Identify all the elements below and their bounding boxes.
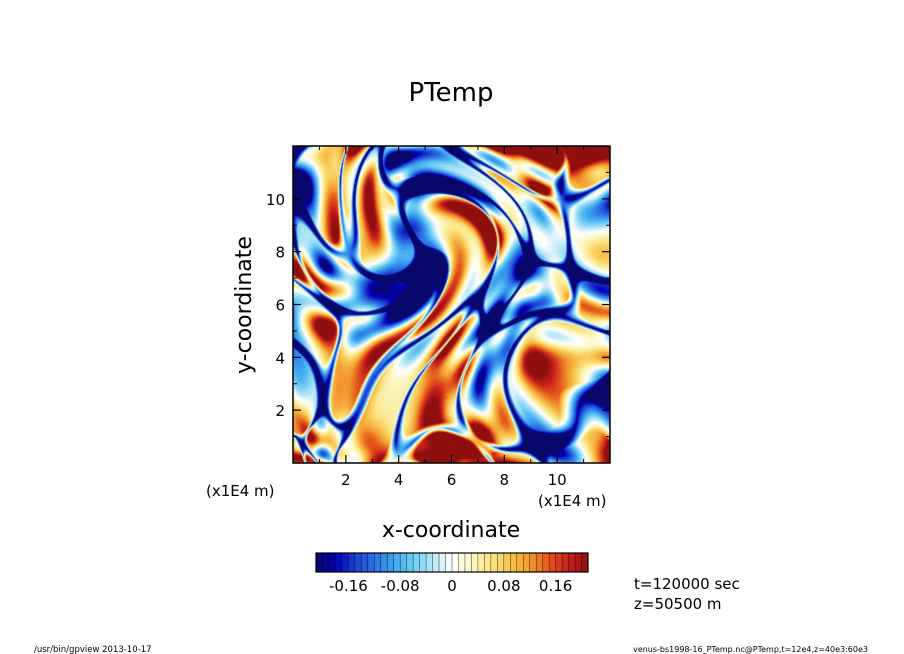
colorbar-tick-label: 0 bbox=[447, 577, 457, 595]
colorbar-cell bbox=[426, 553, 433, 572]
colorbar-cell bbox=[413, 553, 421, 572]
colorbar-tick-label: 0.08 bbox=[487, 577, 520, 595]
x-tick-label: 2 bbox=[341, 471, 351, 489]
colorbar-cell bbox=[464, 553, 472, 572]
x-tick-label: 6 bbox=[447, 471, 457, 489]
colorbar-cell bbox=[406, 553, 414, 572]
colorbar-cell bbox=[341, 553, 349, 572]
x-tick-label: 10 bbox=[548, 471, 567, 489]
colorbar-cell bbox=[471, 553, 479, 572]
x-axis-ticks: 2 4 6 8 10 bbox=[318, 146, 585, 489]
heatmap-field bbox=[293, 146, 610, 463]
heatmap-image bbox=[293, 146, 610, 463]
footer-left: /usr/bin/gpview 2013-10-17 bbox=[34, 645, 152, 654]
colorbar-cell bbox=[316, 553, 323, 572]
colorbar-cell bbox=[568, 553, 576, 572]
colorbar-cell bbox=[374, 553, 382, 572]
x-tick-label: 4 bbox=[394, 471, 404, 489]
colorbar-cell bbox=[367, 553, 375, 572]
colorbar-cell bbox=[380, 553, 388, 572]
colorbar-cell bbox=[503, 553, 511, 572]
colorbar-cell bbox=[575, 553, 582, 572]
colorbar-cell bbox=[439, 553, 446, 572]
colorbar-cell bbox=[445, 553, 453, 572]
colorbar-cell bbox=[458, 553, 466, 572]
colorbar-cell bbox=[510, 553, 518, 572]
colorbar-cell bbox=[328, 553, 336, 572]
colorbar-cell bbox=[354, 553, 362, 572]
y-tick-label: 10 bbox=[266, 191, 285, 209]
colorbar-tick-label: -0.16 bbox=[329, 577, 368, 595]
colorbar-tick-label: 0.16 bbox=[539, 577, 572, 595]
colorbar-cell bbox=[484, 553, 492, 572]
colorbar-frame bbox=[315, 552, 589, 573]
colorbar-cell bbox=[400, 553, 408, 572]
colorbar-cell bbox=[562, 553, 569, 572]
y-tick-label: 6 bbox=[275, 297, 285, 315]
colorbar-tick-label: -0.08 bbox=[381, 577, 420, 595]
colorbar-cell bbox=[581, 553, 589, 572]
time-annotation: t=120000 sec bbox=[634, 575, 740, 593]
colorbar-cell bbox=[361, 553, 369, 572]
colorbar bbox=[315, 552, 589, 573]
x-axis-unit-right: (x1E4 m) bbox=[538, 492, 607, 510]
colorbar-cell bbox=[335, 553, 343, 572]
colorbar-cell bbox=[549, 553, 557, 572]
colorbar-cell bbox=[490, 553, 498, 572]
colorbar-cell bbox=[322, 553, 330, 572]
colorbar-cell bbox=[555, 553, 563, 572]
chart-title: PTemp bbox=[409, 78, 494, 108]
x-axis-unit-left: (x1E4 m) bbox=[206, 482, 275, 500]
y-axis-label: y-coordinate bbox=[232, 236, 257, 374]
colorbar-cell bbox=[477, 553, 485, 572]
height-annotation: z=50500 m bbox=[634, 595, 722, 613]
y-tick-label: 4 bbox=[275, 349, 285, 367]
x-axis-label: x-coordinate bbox=[382, 518, 520, 543]
colorbar-cell bbox=[452, 553, 459, 572]
colorbar-cell bbox=[419, 553, 427, 572]
colorbar-cell bbox=[542, 553, 550, 572]
colorbar-cell bbox=[393, 553, 401, 572]
colorbar-cell bbox=[497, 553, 505, 572]
colorbar-cell bbox=[516, 553, 524, 572]
colorbar-cell bbox=[536, 553, 544, 572]
y-tick-label: 2 bbox=[275, 402, 285, 420]
colorbar-cell bbox=[387, 553, 395, 572]
colorbar-ticks: -0.16 -0.08 0 0.08 0.16 bbox=[329, 577, 572, 595]
footer-right: venus-bs1998-16_PTemp.nc@PTemp,t=12e4,z=… bbox=[633, 645, 868, 654]
colorbar-cell bbox=[432, 553, 440, 572]
colorbar-cell bbox=[529, 553, 537, 572]
y-tick-label: 8 bbox=[275, 244, 285, 262]
y-axis-ticks: 2 4 6 8 10 bbox=[266, 171, 610, 438]
colorbar-cell bbox=[523, 553, 531, 572]
x-tick-label: 8 bbox=[500, 471, 510, 489]
colorbar-cell bbox=[348, 553, 356, 572]
